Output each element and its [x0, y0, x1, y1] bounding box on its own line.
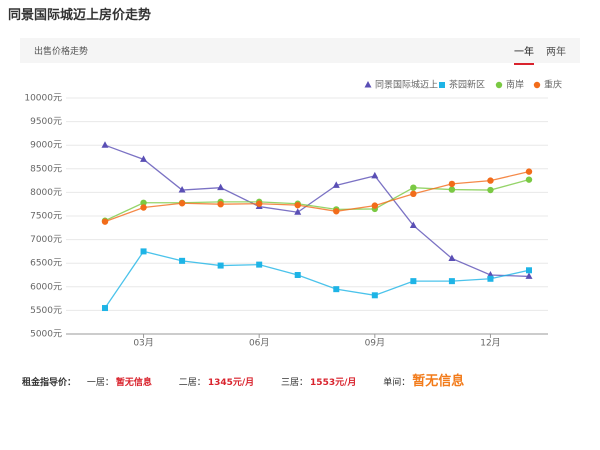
y-tick-label: 9500元 — [30, 117, 62, 127]
marker — [178, 186, 186, 193]
line — [104, 179, 530, 222]
marker — [410, 184, 417, 191]
marker — [448, 278, 455, 285]
rent-value: 暂无信息 — [115, 378, 152, 388]
rent-value: 暂无信息 — [412, 374, 465, 389]
y-tick-label: 6500元 — [30, 259, 62, 269]
y-tick-label: 5000元 — [30, 330, 62, 340]
marker — [533, 81, 541, 89]
marker — [487, 186, 494, 194]
legend-label: 茶园新区 — [449, 79, 485, 91]
legend-label: 重庆 — [544, 79, 562, 91]
marker — [439, 82, 445, 88]
y-tick-label: 8500元 — [30, 164, 62, 174]
marker — [487, 275, 494, 282]
header-bar: 出售价格走势 一年 两年 — [20, 38, 580, 65]
legend-label: 南岸 — [506, 79, 524, 91]
marker — [217, 262, 224, 269]
marker — [101, 141, 109, 148]
marker — [364, 81, 372, 88]
y-tick-label: 8000元 — [30, 188, 62, 198]
page-title: 同景国际城迈上房价走势 — [8, 8, 152, 23]
x-tick-label: 03月 — [133, 338, 153, 349]
rent-name: 三居： — [281, 378, 309, 388]
marker — [409, 221, 417, 228]
marker — [179, 257, 186, 264]
marker — [525, 168, 533, 175]
marker — [371, 171, 379, 179]
y-tick-label: 5500元 — [30, 306, 62, 316]
marker — [371, 292, 378, 299]
marker — [448, 180, 456, 188]
marker — [140, 248, 147, 255]
marker — [294, 272, 301, 278]
legend-label: 同景国际城迈上 — [375, 80, 438, 91]
y-tick-label: 7500元 — [30, 212, 62, 222]
marker — [448, 186, 456, 193]
y-tick-label: 9000元 — [30, 141, 62, 151]
rent-name: 一居： — [86, 378, 114, 388]
marker — [217, 183, 225, 191]
marker — [410, 190, 417, 198]
marker — [332, 181, 340, 188]
marker — [140, 155, 148, 162]
marker — [371, 202, 379, 209]
marker — [526, 267, 532, 274]
marker — [294, 208, 302, 215]
rent-label: 租金指导价： — [22, 378, 77, 388]
marker — [217, 201, 224, 208]
x-tick-label: 09月 — [365, 338, 385, 349]
marker — [495, 81, 503, 89]
marker — [256, 261, 263, 268]
x-tick-label: 06月 — [249, 338, 269, 349]
marker — [140, 199, 147, 206]
marker — [448, 254, 456, 261]
marker — [140, 204, 147, 211]
subtitle: 出售价格走势 — [34, 47, 89, 57]
rent-name: 二居： — [178, 378, 206, 388]
marker — [102, 305, 108, 312]
rent-name: 单间： — [383, 378, 411, 388]
tab[interactable]: 两年 — [546, 47, 566, 58]
line — [104, 170, 530, 223]
y-tick-label: 10000元 — [24, 94, 62, 104]
marker — [525, 272, 533, 279]
chart: 5000元 5500元 6000元 6500元 7000元 7500元 8000元 8500元… — [24, 79, 562, 349]
y-tick-label: 7000元 — [30, 235, 62, 245]
marker — [333, 208, 340, 215]
marker — [255, 200, 263, 207]
marker — [410, 278, 417, 285]
rent-info: 租金指导价： 一居： 暂无信息 二居： 1345元/月 三居： 1553元/月 单间：… — [22, 370, 466, 389]
marker — [178, 200, 186, 207]
marker — [525, 176, 533, 183]
y-tick-label: 6000元 — [30, 282, 62, 292]
line — [104, 250, 530, 309]
marker — [333, 286, 340, 293]
rent-value: 1345元/月 — [207, 378, 255, 388]
marker — [487, 177, 494, 184]
line — [104, 144, 530, 278]
x-tick-label: 12月 — [480, 338, 500, 349]
marker — [294, 201, 301, 209]
rent-value: 1553元/月 — [310, 378, 357, 388]
marker — [101, 218, 109, 225]
tab[interactable]: 一年 — [514, 43, 534, 65]
